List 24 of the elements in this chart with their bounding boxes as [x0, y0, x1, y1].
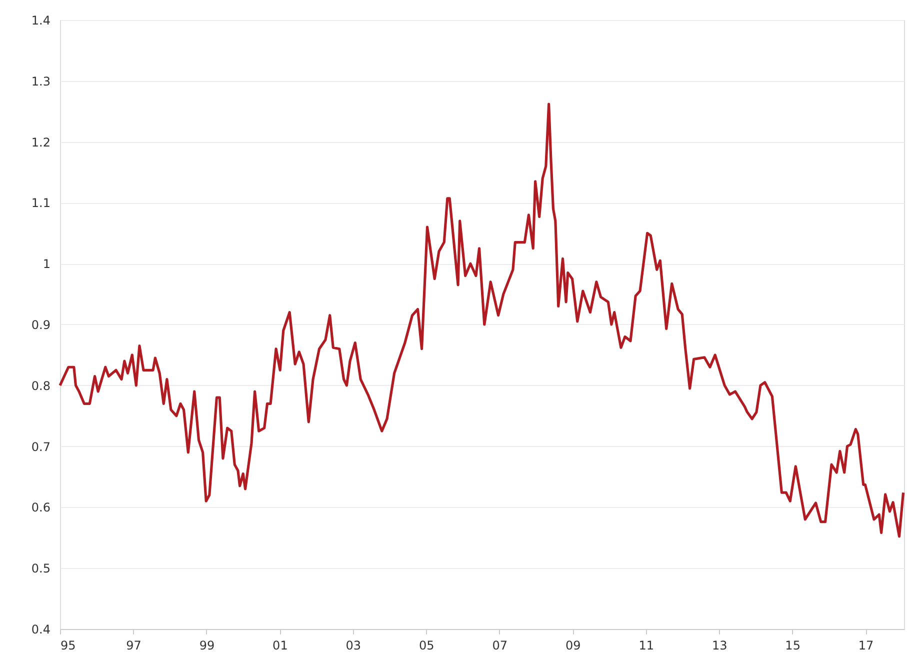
y-tick-label: 1.4	[31, 14, 50, 28]
x-tick-label: 01	[272, 638, 288, 652]
x-tick-label: 11	[638, 638, 654, 652]
y-tick-label: 1.2	[31, 135, 50, 150]
y-tick-label: 0.7	[31, 440, 50, 454]
x-tick-label: 13	[712, 638, 728, 652]
x-tick-label: 05	[419, 638, 434, 652]
y-tick-label: 0.9	[31, 318, 50, 332]
x-tick-label: 15	[785, 638, 800, 652]
y-tick-label: 0.4	[31, 622, 50, 636]
y-tick-label: 0.6	[31, 500, 50, 515]
y-tick-label: 1.3	[31, 74, 50, 88]
x-tick-label: 95	[60, 638, 76, 652]
line-series	[58, 102, 905, 538]
y-tick-label: 0.8	[31, 378, 50, 393]
x-tick-label: 99	[199, 638, 215, 652]
x-tick-label: 97	[126, 638, 142, 652]
x-tick-label: 17	[858, 638, 874, 652]
x-tick-label: 03	[346, 638, 362, 652]
y-tick-label: 1	[42, 257, 50, 272]
x-tick-label: 07	[492, 638, 508, 652]
x-tick-label: 09	[565, 638, 581, 652]
y-tick-label: 1.1	[31, 196, 50, 210]
y-tick-label: 0.5	[31, 562, 50, 576]
